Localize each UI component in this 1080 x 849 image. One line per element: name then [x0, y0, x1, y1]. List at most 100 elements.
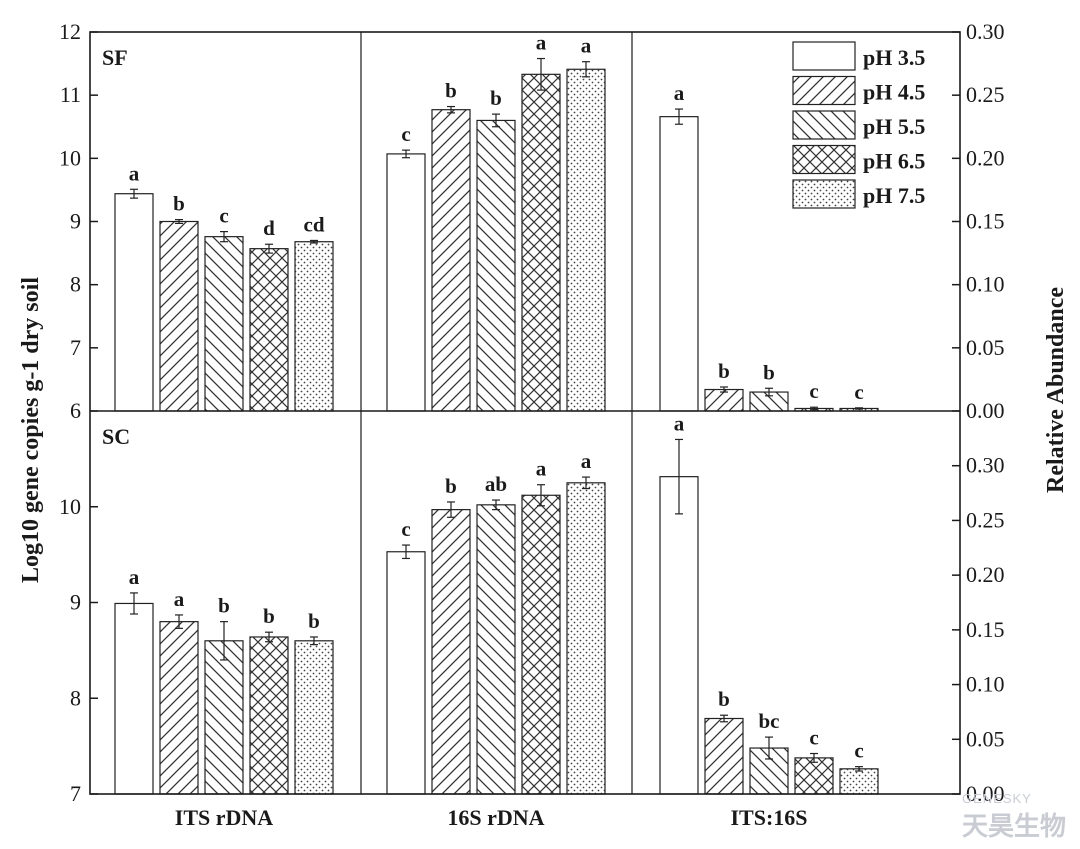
bar — [476, 119, 516, 412]
legend-label: pH 3.5 — [863, 45, 925, 70]
bar — [114, 193, 154, 412]
bar — [386, 153, 426, 412]
significance-letter: a — [581, 34, 592, 58]
y-tick-left: 6 — [70, 398, 81, 423]
y-tick-left: 12 — [59, 19, 81, 44]
significance-letter: b — [445, 474, 457, 498]
y-tick-left: 9 — [70, 209, 81, 234]
legend-swatch — [792, 41, 856, 71]
y-axis-left-title: Log10 gene copies g-1 dry soil — [18, 277, 44, 583]
legend-swatch — [792, 110, 856, 140]
y-tick-left: 10 — [59, 145, 81, 170]
y-tick-right: 0.15 — [966, 617, 1005, 642]
x-category-label: ITS rDNA — [175, 805, 274, 830]
bar — [704, 717, 744, 795]
y-tick-right: 0.10 — [966, 672, 1005, 697]
bar — [159, 220, 199, 412]
significance-letter: c — [401, 122, 410, 146]
y-tick-left: 7 — [70, 781, 81, 806]
bar — [794, 757, 834, 795]
significance-letter: ab — [485, 472, 507, 496]
y-tick-right: 0.30 — [966, 453, 1005, 478]
y-tick-left: 7 — [70, 335, 81, 360]
significance-letter: b — [263, 604, 275, 628]
y-tick-right: 0.20 — [966, 562, 1005, 587]
y-tick-left: 8 — [70, 685, 81, 710]
bar — [566, 68, 606, 412]
panel-label: SC — [102, 424, 130, 449]
y-tick-right: 0.20 — [966, 145, 1005, 170]
y-tick-right: 0.15 — [966, 209, 1005, 234]
bar — [659, 116, 699, 412]
y-tick-right: 0.00 — [966, 398, 1005, 423]
significance-letter: c — [809, 379, 818, 403]
y-axis-right-title: Relative Abundance — [1043, 287, 1069, 493]
y-tick-right: 0.25 — [966, 82, 1005, 107]
significance-letter: b — [308, 609, 320, 633]
legend-swatch — [792, 179, 856, 209]
bar — [114, 602, 154, 795]
legend-swatch — [792, 144, 856, 175]
y-tick-right: 0.10 — [966, 272, 1005, 297]
significance-letter: a — [674, 81, 685, 105]
watermark: GENESKY 天昊生物 — [962, 791, 1066, 843]
significance-letter: a — [174, 587, 185, 611]
significance-letter: c — [401, 517, 410, 541]
bar — [159, 621, 199, 795]
significance-letter: b — [490, 86, 502, 110]
bar — [431, 109, 471, 412]
significance-letter: c — [219, 204, 228, 228]
bar — [249, 636, 289, 795]
bar — [566, 482, 606, 795]
y-tick-right: 0.05 — [966, 335, 1005, 360]
x-category-label: ITS:16S — [730, 805, 807, 830]
bar — [294, 241, 334, 412]
x-category-label: 16S rDNA — [447, 805, 544, 830]
significance-letter: c — [854, 380, 863, 404]
significance-letter: a — [129, 161, 140, 185]
legend-label: pH 6.5 — [863, 149, 925, 174]
significance-letter: b — [445, 79, 457, 103]
bar — [476, 504, 516, 795]
significance-letter: b — [218, 594, 230, 618]
significance-letter: c — [809, 726, 818, 750]
y-tick-right: 0.00 — [966, 781, 1005, 806]
significance-letter: b — [718, 359, 730, 383]
bar — [659, 476, 699, 795]
legend-swatch — [792, 75, 856, 106]
bar — [249, 248, 289, 412]
bar — [294, 640, 334, 795]
significance-letter: a — [129, 565, 140, 589]
legend-label: pH 5.5 — [863, 114, 925, 139]
legend-label: pH 4.5 — [863, 80, 925, 105]
significance-letter: b — [718, 687, 730, 711]
significance-letter: b — [763, 360, 775, 384]
significance-letter: c — [854, 739, 863, 763]
plot-frame — [89, 31, 961, 795]
legend-label: pH 7.5 — [863, 183, 925, 208]
significance-letter: bc — [759, 709, 780, 733]
y-tick-left: 9 — [70, 590, 81, 615]
y-tick-left: 10 — [59, 494, 81, 519]
bar — [386, 551, 426, 795]
significance-letter: cd — [304, 212, 325, 236]
watermark-en: GENESKY — [961, 791, 1032, 806]
bar — [431, 509, 471, 795]
y-tick-right: 0.05 — [966, 726, 1005, 751]
watermark-cn: 天昊生物 — [961, 811, 1066, 841]
bar — [204, 640, 244, 795]
panel-label: SF — [102, 45, 128, 70]
y-tick-left: 11 — [60, 82, 81, 107]
bar — [521, 494, 561, 795]
bar — [204, 236, 244, 412]
significance-letter: a — [536, 457, 547, 481]
significance-letter: a — [581, 449, 592, 473]
bar — [839, 768, 879, 795]
significance-letter: a — [536, 31, 547, 55]
y-tick-right: 0.30 — [966, 19, 1005, 44]
significance-letter: d — [263, 216, 275, 240]
y-tick-left: 8 — [70, 272, 81, 297]
bar — [704, 388, 744, 412]
bar — [521, 73, 561, 412]
